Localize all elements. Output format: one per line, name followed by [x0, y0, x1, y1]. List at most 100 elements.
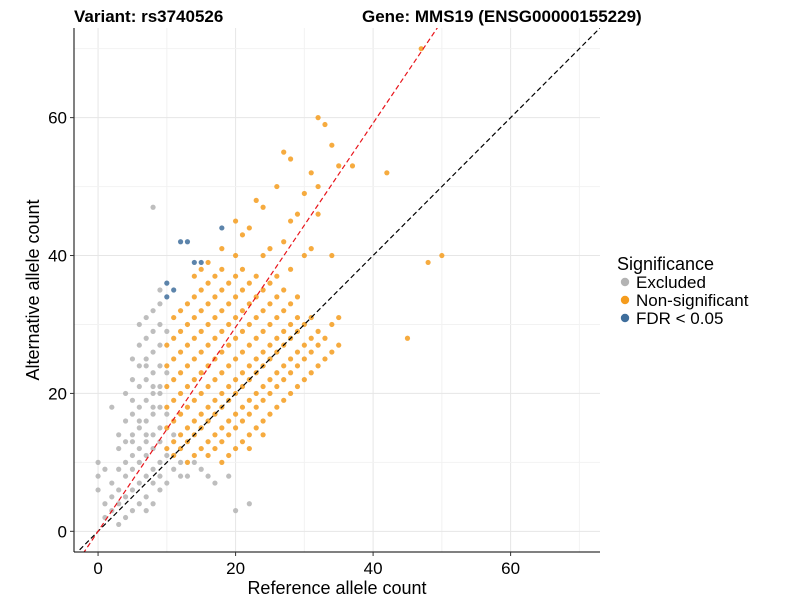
legend-key-2 [620, 295, 630, 305]
point-non-significant [260, 397, 266, 403]
point-non-significant [301, 356, 307, 362]
point-non-significant [232, 273, 239, 279]
point-non-significant [322, 121, 328, 128]
point-excluded [184, 473, 191, 479]
x-axis-ticks: 0 20 40 60 [93, 552, 520, 578]
point-excluded [150, 308, 156, 314]
point-non-significant [191, 418, 197, 424]
point-non-significant [239, 404, 246, 410]
point-excluded [177, 459, 184, 465]
point-excluded [150, 404, 156, 410]
point-excluded [116, 501, 122, 507]
point-non-significant [294, 211, 301, 217]
point-non-significant [267, 321, 273, 328]
point-excluded [157, 390, 163, 397]
point-non-significant [336, 163, 342, 169]
x-tick-label: 40 [364, 559, 383, 578]
chart-title-variant: Variant: rs3740526 [74, 7, 223, 26]
y-tick-label: 60 [48, 109, 67, 128]
point-non-significant [281, 377, 287, 383]
point-fdr-0-05 [184, 239, 191, 245]
point-non-significant [329, 252, 335, 259]
point-non-significant [281, 308, 287, 314]
point-fdr-0-05 [198, 259, 204, 266]
point-excluded [150, 432, 156, 438]
point-excluded [150, 501, 156, 507]
point-non-significant [287, 218, 294, 224]
point-fdr-0-05 [191, 259, 197, 266]
point-non-significant [267, 342, 273, 348]
point-non-significant [198, 370, 204, 376]
point-non-significant [308, 370, 314, 376]
point-excluded [177, 473, 184, 479]
point-excluded [129, 508, 136, 514]
reference-lines [76, 28, 600, 552]
point-non-significant [164, 445, 170, 452]
point-non-significant [274, 404, 280, 410]
point-excluded [136, 501, 142, 507]
y-tick-label: 40 [48, 247, 67, 266]
point-excluded [164, 452, 170, 459]
point-non-significant [198, 266, 204, 272]
point-non-significant [301, 342, 307, 348]
point-non-significant [219, 370, 225, 376]
point-non-significant [226, 342, 232, 348]
point-non-significant [205, 342, 211, 348]
point-excluded [164, 411, 170, 417]
point-non-significant [226, 363, 232, 369]
point-non-significant [198, 445, 204, 452]
point-excluded [150, 349, 156, 355]
point-non-significant [191, 397, 197, 403]
point-non-significant [246, 321, 252, 328]
point-non-significant [253, 390, 259, 397]
point-non-significant [281, 239, 287, 245]
point-excluded [102, 466, 108, 472]
point-non-significant [219, 246, 225, 252]
point-excluded [129, 377, 136, 383]
point-non-significant [253, 404, 259, 410]
point-excluded [109, 494, 115, 500]
point-non-significant [239, 439, 246, 445]
point-non-significant [212, 294, 218, 300]
point-non-significant [301, 377, 307, 383]
point-excluded [143, 335, 149, 341]
point-excluded [164, 328, 170, 334]
point-non-significant [219, 349, 225, 355]
point-non-significant [294, 349, 301, 355]
point-non-significant [219, 390, 225, 397]
point-excluded [150, 328, 156, 334]
point-non-significant [260, 287, 266, 293]
point-non-significant [246, 397, 252, 403]
point-non-significant [232, 445, 239, 452]
identity-reference-line [76, 28, 600, 552]
point-excluded [95, 459, 101, 465]
point-non-significant [287, 156, 294, 162]
point-non-significant [171, 356, 177, 362]
point-non-significant [253, 425, 259, 431]
point-excluded [122, 390, 129, 397]
point-non-significant [253, 273, 259, 279]
point-non-significant [219, 287, 225, 293]
point-non-significant [439, 252, 445, 259]
point-non-significant [404, 335, 411, 341]
point-non-significant [184, 342, 191, 348]
x-axis-title: Reference allele count [247, 578, 426, 598]
point-non-significant [212, 397, 218, 403]
point-excluded [129, 466, 136, 472]
point-excluded [157, 383, 163, 390]
point-non-significant [315, 183, 321, 190]
point-non-significant [198, 328, 204, 334]
point-non-significant [232, 356, 239, 362]
point-non-significant [287, 370, 294, 376]
point-non-significant [205, 404, 211, 410]
point-excluded [136, 363, 142, 369]
point-non-significant [205, 321, 211, 328]
legend-label-2: Non-significant [636, 291, 749, 310]
point-excluded [157, 287, 163, 293]
point-non-significant [418, 46, 424, 52]
point-non-significant [281, 397, 287, 403]
point-non-significant [260, 204, 266, 210]
point-non-significant [281, 363, 287, 369]
point-non-significant [349, 163, 356, 169]
